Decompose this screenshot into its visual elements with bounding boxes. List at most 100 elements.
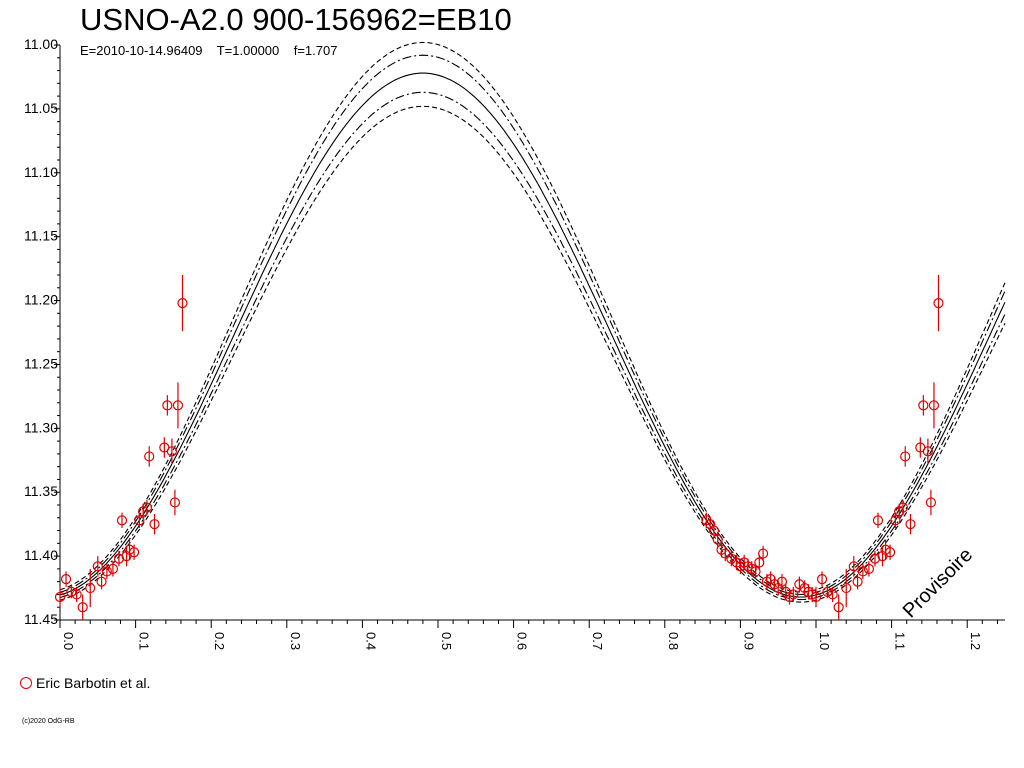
data-point xyxy=(869,553,881,564)
data-point xyxy=(720,548,731,559)
data-point xyxy=(735,561,746,572)
data-point xyxy=(162,400,173,411)
x-tick-label: 0.5 xyxy=(439,632,454,650)
data-point xyxy=(716,544,727,555)
model-curve-dashed xyxy=(59,41,1006,593)
data-point xyxy=(116,515,128,526)
data-point xyxy=(101,566,112,577)
data-point xyxy=(925,497,937,508)
x-tick-label: 0.1 xyxy=(137,632,152,650)
legend: Eric Barbotin et al. xyxy=(20,675,150,691)
y-tick-label: 11.20 xyxy=(24,292,58,308)
data-point xyxy=(739,557,750,568)
x-tick-label: 0.0 xyxy=(61,632,76,650)
data-point xyxy=(141,502,153,513)
data-point xyxy=(816,574,828,585)
data-point xyxy=(96,576,107,587)
model-curve-solid xyxy=(59,72,1006,598)
data-point xyxy=(799,582,810,594)
x-tick-label: 0.4 xyxy=(363,632,378,650)
data-point xyxy=(54,591,66,603)
data-point xyxy=(60,574,72,585)
data-point xyxy=(765,574,776,585)
data-point xyxy=(852,576,863,587)
data-point xyxy=(166,446,177,457)
model-curve-dashed xyxy=(59,105,1006,603)
data-point xyxy=(726,553,737,564)
data-point xyxy=(894,506,905,517)
data-point xyxy=(884,547,896,558)
data-point xyxy=(918,400,929,411)
y-tick-label: 11.05 xyxy=(24,100,58,116)
data-point xyxy=(77,602,88,613)
y-tick-label: 11.25 xyxy=(24,355,58,371)
data-point xyxy=(897,502,909,513)
data-point xyxy=(822,586,833,597)
y-tick-label: 11.40 xyxy=(24,547,58,563)
data-point xyxy=(754,557,765,568)
data-point xyxy=(922,446,933,457)
data-point xyxy=(810,591,822,603)
data-point xyxy=(827,589,838,600)
data-point xyxy=(172,400,184,411)
data-point xyxy=(750,566,761,577)
data-point xyxy=(144,451,155,462)
data-point xyxy=(85,582,96,594)
data-point xyxy=(731,557,742,568)
data-point xyxy=(757,548,769,559)
data-point xyxy=(890,515,901,526)
y-tick-label: 11.30 xyxy=(24,419,58,435)
x-tick-label: 0.9 xyxy=(741,632,756,650)
data-point xyxy=(134,515,145,526)
data-point xyxy=(776,576,788,587)
data-point xyxy=(841,582,852,594)
copyright-text: (c)2020 OdG-RB xyxy=(22,718,75,725)
data-point xyxy=(701,515,712,526)
x-tick-label: 0.8 xyxy=(666,632,681,650)
model-curve-dashdot xyxy=(59,54,1006,595)
legend-label: Eric Barbotin et al. xyxy=(36,675,151,691)
data-point xyxy=(712,534,723,545)
data-point xyxy=(92,561,103,572)
data-point xyxy=(769,579,780,590)
data-point xyxy=(900,451,911,462)
x-tick-label: 0.3 xyxy=(288,632,303,650)
data-point xyxy=(833,602,844,613)
data-point xyxy=(138,506,149,517)
data-point xyxy=(113,553,125,564)
y-tick-label: 11.15 xyxy=(24,228,58,244)
x-tick-label: 1.1 xyxy=(893,632,908,650)
data-point xyxy=(857,566,868,577)
data-point xyxy=(794,579,805,590)
x-tick-label: 0.2 xyxy=(212,632,227,650)
y-tick-label: 11.35 xyxy=(24,483,58,499)
data-point xyxy=(71,589,82,600)
chart-title: USNO-A2.0 900-156962=EB10 xyxy=(80,2,512,37)
x-tick-label: 1.0 xyxy=(817,632,832,650)
data-point xyxy=(933,298,944,309)
data-point xyxy=(169,497,181,508)
data-point xyxy=(928,400,940,411)
data-point xyxy=(128,547,140,558)
data-point xyxy=(177,298,188,309)
data-point xyxy=(149,519,160,530)
y-tick-label: 11.00 xyxy=(24,36,58,52)
data-point xyxy=(848,561,859,572)
x-tick-label: 1.2 xyxy=(968,632,983,650)
legend-circle-icon xyxy=(20,677,32,689)
model-curve-dashdot xyxy=(59,91,1006,601)
y-tick-label: 11.45 xyxy=(24,611,58,627)
x-tick-label: 0.6 xyxy=(515,632,530,650)
x-tick-label: 0.7 xyxy=(590,632,605,650)
data-point xyxy=(708,525,720,536)
data-point xyxy=(107,563,119,574)
data-point xyxy=(905,519,916,530)
y-tick-label: 11.10 xyxy=(24,164,58,180)
data-point xyxy=(780,586,791,597)
chart-subtitle: E=2010-10-14.96409 T=1.00000 f=1.707 xyxy=(80,43,338,58)
data-point xyxy=(863,563,875,574)
data-point xyxy=(788,589,799,600)
data-point xyxy=(872,515,884,526)
data-point xyxy=(66,586,77,597)
